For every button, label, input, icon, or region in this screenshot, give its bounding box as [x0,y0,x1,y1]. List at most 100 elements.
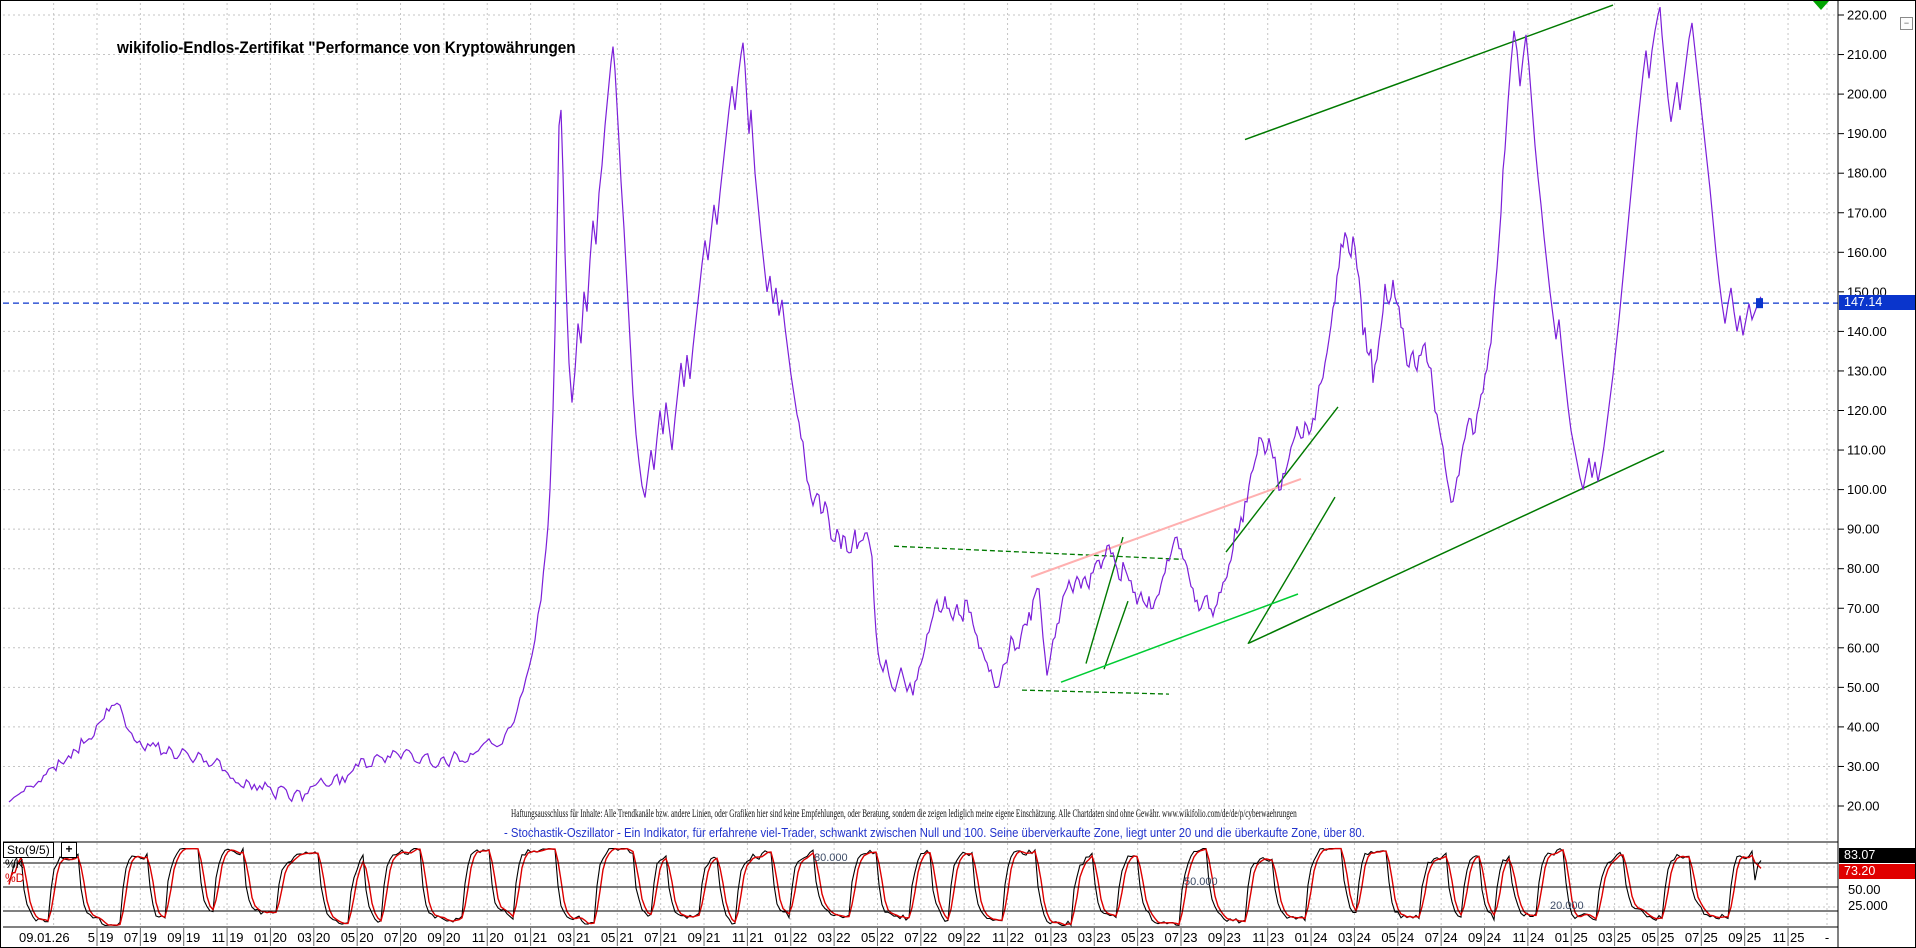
y-axis-label: 110.00 [1847,443,1886,458]
x-axis-label: 21 [663,930,677,945]
trend-pink [1030,477,1302,578]
chart-title: wikifolio-Endlos-Zertifikat "Performance… [117,38,576,57]
x-axis-label: 25 [1617,930,1631,945]
y-axis-label: 40.00 [1847,719,1880,734]
x-axis-label: 23 [1096,930,1110,945]
x-axis-label: 20 [446,930,460,945]
x-axis-label: 20 [359,930,373,945]
trend-dashed-resistance [893,545,1180,560]
x-axis-label: 20 [403,930,417,945]
x-axis-label: 03 [557,930,571,945]
stoch-k-value-badge: 83.07 [1839,848,1915,863]
x-axis-label: 11 [1512,930,1526,945]
x-axis-label: 25 [1703,930,1717,945]
x-axis-label: 19 [186,930,200,945]
x-axis-label: 23 [1183,930,1197,945]
y-axis-label: 160.00 [1847,245,1887,260]
x-axis-label: 01 [254,930,268,945]
x-axis-label: 25 [1790,930,1804,945]
x-axis-label: 21 [619,930,633,945]
current-value-badge: 147.14 [1839,295,1915,310]
x-axis-end-dash: - [1825,930,1829,945]
x-axis-label: 05 [601,930,615,945]
y-axis-label: 130.00 [1847,363,1887,378]
x-axis-label: 11 [472,930,486,945]
stoch-level-label: 80.000 [814,852,848,864]
price-series [8,6,1764,803]
x-axis-label: 21 [749,930,763,945]
x-axis-label: 20 [316,930,330,945]
panel-frames [3,1,1839,947]
x-axis-start-date: 09.01.26 [19,930,70,945]
x-axis-label: 20 [489,930,503,945]
x-axis-label: 25 [1573,930,1587,945]
green-marker-triangle-icon [1813,1,1829,10]
x-axis-label: 11 [1773,930,1787,945]
x-axis-label: 03 [1598,930,1612,945]
x-axis-label: 24 [1487,930,1501,945]
stoch-d-label: %D [5,871,25,885]
trend-steep-left-b [1103,600,1129,670]
x-axis-label: 03 [1338,930,1352,945]
y-axis-label: 60.00 [1847,640,1880,655]
y-axis-label: 180.00 [1847,166,1887,181]
stochastic-indicator-label[interactable]: Sto(9/5) [3,842,54,858]
x-axis-label: 07 [384,930,398,945]
x-axis-label: 23 [1053,930,1067,945]
stoch-level-label: 20.000 [1550,900,1584,912]
x-axis-label: 03 [297,930,311,945]
x-axis-label: 05 [341,930,355,945]
x-axis-label: 05 [861,930,875,945]
x-axis-label: 05 [1121,930,1135,945]
x-axis-label: 11 [212,930,226,945]
x-axis: 09.01.26 5 19 07 19 09 19 11 19 01 20 03 20 05 20 07 20 0… [19,928,1829,946]
x-axis-label: 07 [1685,930,1699,945]
stoch-k-label: %K [5,857,24,871]
stoch-k-line [8,846,1762,927]
x-axis-label: 11 [992,930,1006,945]
x-axis-label: 24 [1530,930,1544,945]
x-axis-label: 09 [1468,930,1482,945]
y-axis-label: 210.00 [1847,47,1887,62]
x-axis-label: 09 [948,930,962,945]
stoch-d-line [8,847,1762,926]
collapse-panel-icon[interactable]: − [1900,17,1913,30]
y-axis-label: 50.00 [1847,680,1880,695]
y-axis-label: 30.00 [1847,759,1880,774]
gridlines [3,3,1838,927]
x-axis-label: 23 [1140,930,1154,945]
x-axis-label: 24 [1356,930,1370,945]
x-axis-label: 07 [124,930,138,945]
x-axis-label: 05 [1381,930,1395,945]
trend-long-support [1248,450,1665,644]
x-axis-label: 20 [272,930,286,945]
x-axis-label: 21 [576,930,590,945]
disclaimer-text: Haftungsausschluss für Inhalte: Alle Tre… [511,808,1297,820]
x-axis-label: 07 [904,930,918,945]
y-axis-label: 220.00 [1847,8,1887,23]
y-axis-label: 140.00 [1847,324,1887,339]
add-indicator-button[interactable]: + [61,842,77,858]
x-axis-label: 09 [1728,930,1742,945]
y-axis-label: 100.00 [1847,482,1887,497]
x-axis-label: 01 [1034,930,1048,945]
trend-upper-2025 [1244,4,1614,141]
x-axis-label: 01 [1295,930,1309,945]
trend-annotations [893,4,1665,695]
x-axis-label: 25 [1660,930,1674,945]
x-axis-label: 09 [1208,930,1222,945]
stoch-scale-25-label: 25.000 [1848,898,1888,913]
trend-steep-left-a [1085,536,1124,664]
x-axis-label: 23 [1270,930,1284,945]
trend-channel-lower [1247,496,1336,645]
x-axis-label: 01 [1555,930,1569,945]
x-axis-label: 01 [514,930,528,945]
x-axis-label: 19 [229,930,243,945]
x-axis-label: 09 [688,930,702,945]
x-axis-label: 22 [879,930,893,945]
x-axis-label: 07 [1425,930,1439,945]
y-axis-label: 200.00 [1847,87,1887,102]
y-axis-label: 190.00 [1847,126,1887,141]
